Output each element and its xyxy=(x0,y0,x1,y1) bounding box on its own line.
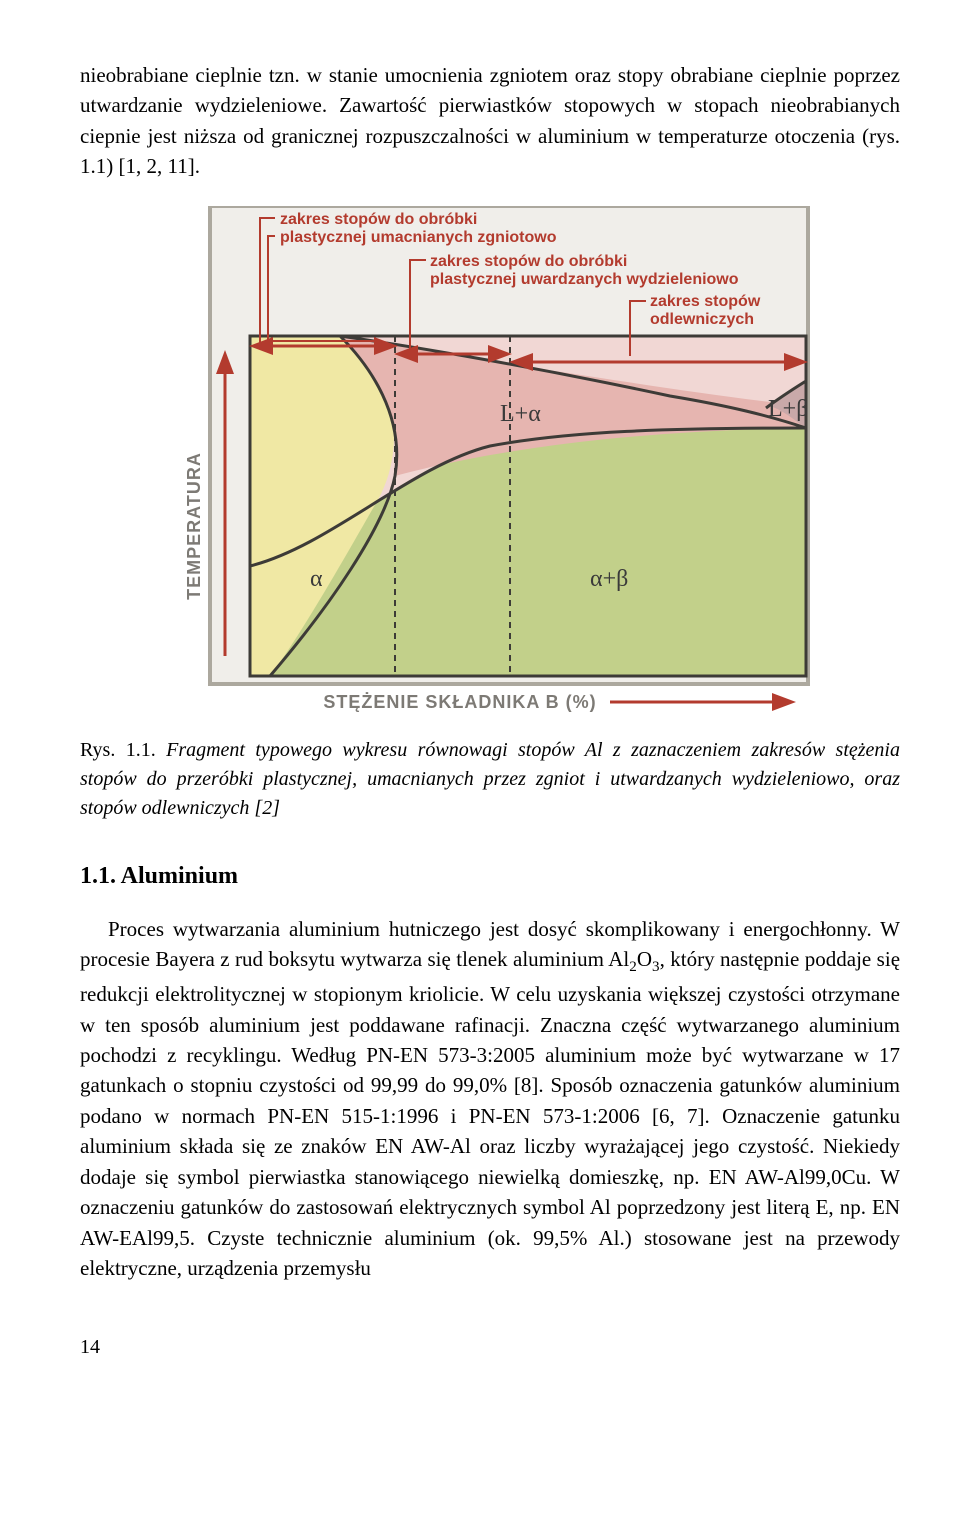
body-paragraph: Proces wytwarzania aluminium hutniczego … xyxy=(80,914,900,1284)
label-l-plus-beta: L+β xyxy=(768,396,808,422)
caption-body: Fragment typowego wykresu równowagi stop… xyxy=(80,739,900,819)
label-alpha: α xyxy=(310,566,323,592)
label-l-plus-alpha: L+α xyxy=(500,401,541,427)
subscript-2: 2 xyxy=(629,959,637,975)
figure-1-1: α L+α α+β L+β zakres stopów do obróbki p… xyxy=(80,206,900,716)
range-1-line-b: plastycznej umacnianych zgniotowo xyxy=(280,229,557,246)
range-3-line-b: odlewniczych xyxy=(650,311,754,328)
plot-area xyxy=(250,336,806,676)
range-3-line-a: zakres stopów xyxy=(650,293,761,310)
x-axis-label: STĘŻENIE SKŁADNIKA B (%) xyxy=(323,692,596,712)
range-2-line-b: plastycznej uwardzanych wydzieleniowo xyxy=(430,271,739,288)
subscript-3: 3 xyxy=(652,959,660,975)
caption-lead: Rys. 1.1. xyxy=(80,739,166,761)
section-heading-1-1: 1.1. Aluminium xyxy=(80,859,900,894)
phase-diagram-svg: α L+α α+β L+β zakres stopów do obróbki p… xyxy=(170,206,810,716)
body-text-b: , który następnie poddaje się redukcji e… xyxy=(80,947,900,1280)
range-2-line-a: zakres stopów do obróbki xyxy=(430,253,627,270)
range-1-line-a: zakres stopów do obróbki xyxy=(280,211,477,228)
label-alpha-plus-beta: α+β xyxy=(590,566,628,592)
figure-caption: Rys. 1.1. Fragment typowego wykresu równ… xyxy=(80,736,900,823)
intro-paragraph: nieobrabiane cieplnie tzn. w stanie umoc… xyxy=(80,60,900,182)
page-number: 14 xyxy=(80,1333,900,1362)
y-axis-label: TEMPERATURA xyxy=(184,452,204,600)
